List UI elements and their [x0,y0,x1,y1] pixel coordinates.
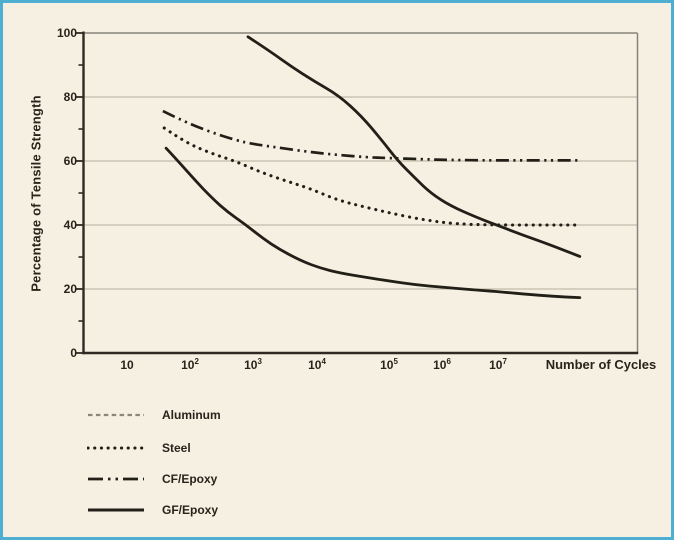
x-tick-label-10e2: 102 [181,357,199,373]
legend-row-steel: Steel [87,440,191,456]
x-tick-label-10e6: 106 [433,357,451,373]
series-curve-cf-epoxy [162,109,580,162]
y-tick-label-80: 80 [63,89,77,104]
y-tick-label-60: 60 [63,153,77,168]
legend-label: Steel [162,441,191,455]
legend-label: CF/Epoxy [162,472,218,486]
y-tick-label-20: 20 [63,281,77,296]
x-axis-title: Number of Cycles [545,357,657,372]
legend-marker-dashed-gray [88,413,144,417]
legend-label: Aluminum [162,408,221,422]
x-tick-label-10e3: 103 [244,357,262,373]
x-tick-label-10e7: 107 [489,357,507,373]
y-axis-title: Percentage of Tensile Strength [28,95,44,292]
y-tick-label-0: 0 [70,345,77,360]
legend-marker-dotted [87,446,145,450]
y-tick-label-40: 40 [63,217,77,232]
series-curve-gf-epoxy [164,146,582,299]
x-tick-label-10e4: 104 [308,357,326,373]
legend-marker-solid [88,508,144,512]
x-tick-label-10e1: 10 [120,358,134,372]
series-curve-aluminum [246,35,582,258]
legend-row-aluminum: Aluminum [87,407,221,423]
legend-marker-dash-dot-dot [88,477,144,481]
x-tick-label-10e5: 105 [380,357,398,373]
series-curve-steel [162,126,582,227]
legend-label: GF/Epoxy [162,503,219,517]
legend-row-cf-epoxy: CF/Epoxy [87,471,217,487]
legend-row-gf-epoxy: GF/Epoxy [87,502,218,518]
y-tick-label-100: 100 [56,25,77,40]
